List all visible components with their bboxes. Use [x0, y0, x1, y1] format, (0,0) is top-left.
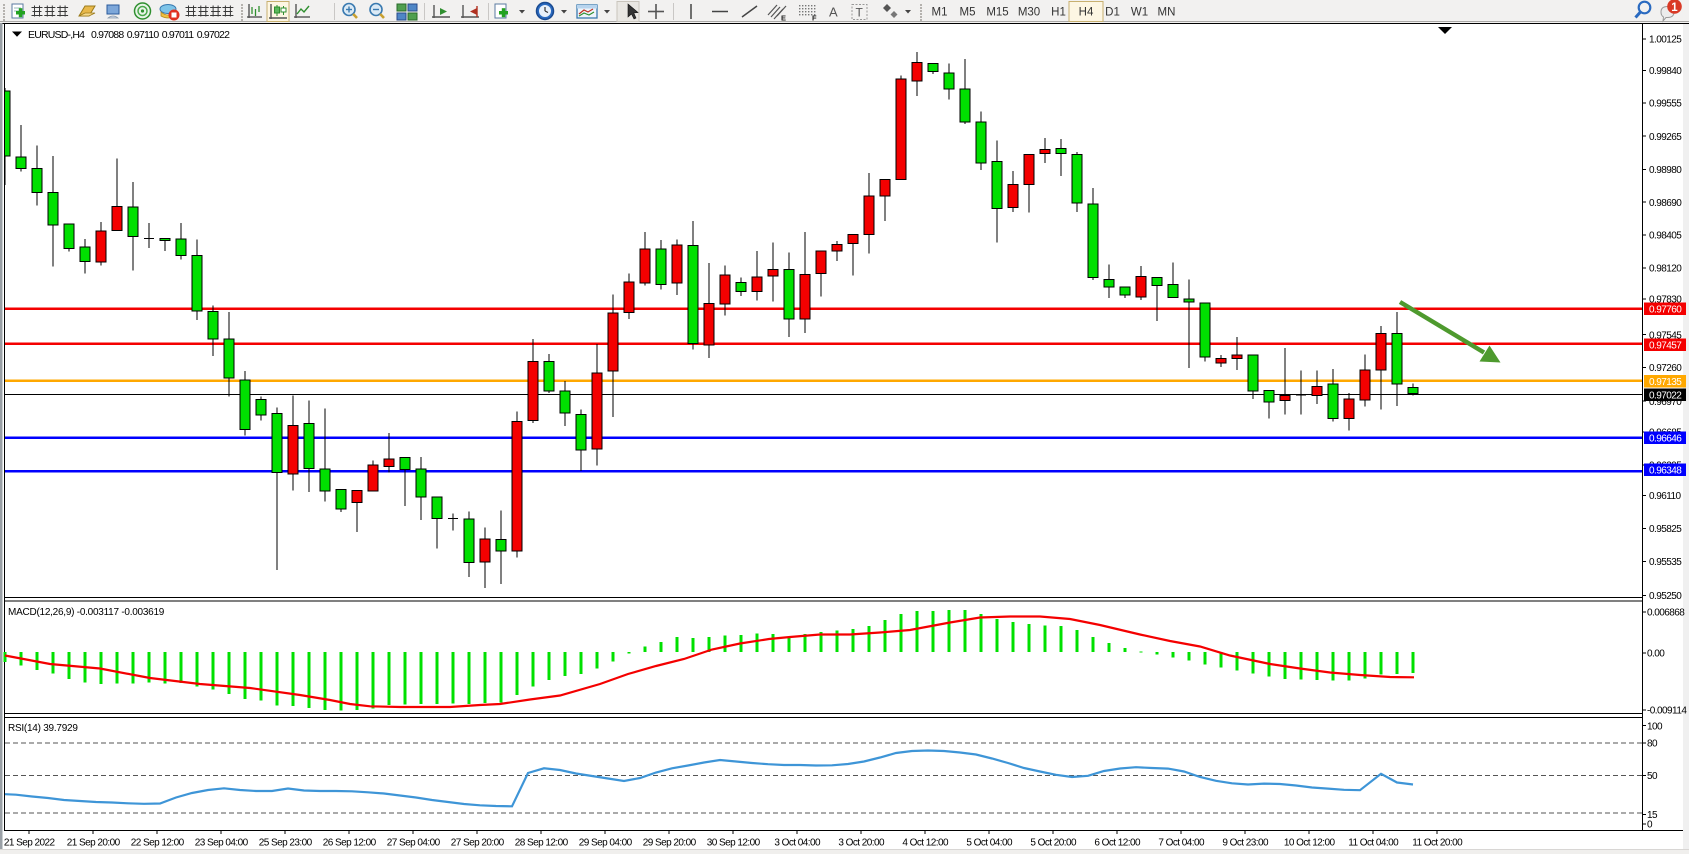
svg-text:D1: D1	[1105, 7, 1120, 19]
svg-text:0.95250: 0.95250	[1649, 591, 1682, 602]
svg-text:15: 15	[1647, 810, 1658, 821]
svg-text:21 Sep 20:00: 21 Sep 20:00	[67, 838, 121, 849]
svg-text:0.97830: 0.97830	[1649, 295, 1682, 306]
svg-text:80: 80	[1647, 739, 1658, 750]
svg-text:28 Sep 12:00: 28 Sep 12:00	[515, 838, 569, 849]
svg-text:0.96646: 0.96646	[1649, 434, 1682, 445]
svg-text:3 Oct 20:00: 3 Oct 20:00	[838, 838, 885, 849]
svg-text:22 Sep 12:00: 22 Sep 12:00	[131, 838, 185, 849]
svg-text:M15: M15	[986, 7, 1008, 19]
svg-text:50: 50	[1647, 771, 1658, 782]
svg-text:0.006868: 0.006868	[1647, 608, 1685, 619]
svg-text:A: A	[829, 5, 838, 20]
svg-text:0: 0	[1647, 820, 1653, 831]
svg-text:0.95825: 0.95825	[1649, 524, 1682, 535]
svg-text:F: F	[812, 14, 817, 23]
svg-text:M1: M1	[932, 7, 948, 19]
svg-text:0.99840: 0.99840	[1649, 66, 1682, 77]
svg-text:W1: W1	[1131, 7, 1148, 19]
svg-text:0.96970: 0.96970	[1649, 397, 1682, 408]
svg-text:EURUSD-,H4 0.97088 0.97110 0.: EURUSD-,H4 0.97088 0.97110 0.97011 0.970…	[28, 29, 230, 41]
svg-text:21 Sep 2022: 21 Sep 2022	[4, 838, 56, 849]
svg-text:0.98120: 0.98120	[1649, 263, 1682, 274]
svg-text:-0.009114: -0.009114	[1647, 706, 1687, 717]
svg-text:23 Sep 04:00: 23 Sep 04:00	[195, 838, 249, 849]
svg-text:27 Sep 04:00: 27 Sep 04:00	[387, 838, 441, 849]
svg-text:100: 100	[1647, 721, 1663, 732]
svg-text:M30: M30	[1018, 7, 1040, 19]
svg-text:29 Sep 20:00: 29 Sep 20:00	[643, 838, 697, 849]
svg-text:E: E	[781, 14, 786, 23]
svg-text:0.96348: 0.96348	[1649, 466, 1682, 477]
svg-text:11 Oct 20:00: 11 Oct 20:00	[1412, 838, 1463, 849]
svg-text:1: 1	[1671, 2, 1678, 14]
svg-text:0.98980: 0.98980	[1649, 165, 1682, 176]
svg-text:MN: MN	[1158, 7, 1176, 19]
svg-text:0.98690: 0.98690	[1649, 198, 1682, 209]
svg-text:29 Sep 04:00: 29 Sep 04:00	[579, 838, 633, 849]
svg-text:MACD(12,26,9) -0.003117 -0.003: MACD(12,26,9) -0.003117 -0.003619	[8, 607, 165, 618]
svg-text:0.97260: 0.97260	[1649, 363, 1682, 374]
svg-text:4 Oct 12:00: 4 Oct 12:00	[902, 838, 949, 849]
svg-text:H1: H1	[1051, 7, 1066, 19]
svg-text:25 Sep 23:00: 25 Sep 23:00	[259, 838, 313, 849]
svg-text:7 Oct 04:00: 7 Oct 04:00	[1158, 838, 1205, 849]
svg-text:0.99265: 0.99265	[1649, 132, 1682, 143]
svg-text:0.00: 0.00	[1647, 649, 1665, 660]
svg-text:0.96110: 0.96110	[1649, 491, 1682, 502]
svg-text:RSI(14) 39.7929: RSI(14) 39.7929	[8, 723, 78, 734]
svg-text:27 Sep 20:00: 27 Sep 20:00	[451, 838, 505, 849]
svg-text:H4: H4	[1079, 7, 1094, 19]
svg-text:0.99555: 0.99555	[1649, 99, 1682, 110]
svg-text:0.98405: 0.98405	[1649, 231, 1682, 242]
svg-text:6 Oct 12:00: 6 Oct 12:00	[1094, 838, 1141, 849]
svg-text:1.00125: 1.00125	[1649, 34, 1682, 45]
svg-text:3 Oct 04:00: 3 Oct 04:00	[774, 838, 821, 849]
svg-text:5 Oct 04:00: 5 Oct 04:00	[966, 838, 1013, 849]
svg-text:0.97545: 0.97545	[1649, 330, 1682, 341]
svg-text:M5: M5	[960, 7, 976, 19]
svg-text:0.97022: 0.97022	[1649, 391, 1682, 402]
svg-text:0.97135: 0.97135	[1649, 377, 1682, 388]
svg-text:0.95535: 0.95535	[1649, 557, 1682, 568]
svg-text:11 Oct 04:00: 11 Oct 04:00	[1348, 838, 1399, 849]
svg-text:26 Sep 12:00: 26 Sep 12:00	[323, 838, 377, 849]
svg-text:9 Oct 23:00: 9 Oct 23:00	[1222, 838, 1269, 849]
svg-text:30 Sep 12:00: 30 Sep 12:00	[707, 838, 761, 849]
svg-text:0.97457: 0.97457	[1649, 341, 1682, 352]
svg-text:5 Oct 20:00: 5 Oct 20:00	[1030, 838, 1077, 849]
svg-text:T: T	[856, 6, 864, 20]
svg-text:10 Oct 12:00: 10 Oct 12:00	[1284, 838, 1336, 849]
svg-text:0.97760: 0.97760	[1649, 305, 1682, 316]
